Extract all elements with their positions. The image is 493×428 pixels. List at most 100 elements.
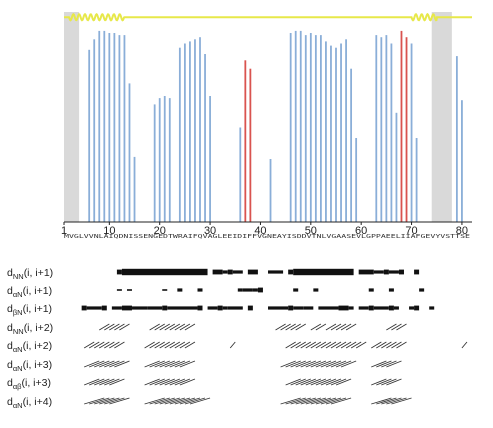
noe-connection — [280, 323, 291, 331]
noe-block — [293, 288, 299, 292]
bar — [400, 30, 403, 223]
noe-connection — [104, 397, 125, 405]
bar — [118, 35, 121, 222]
noe-connection — [340, 360, 357, 368]
noe-label-sub: βN — [13, 308, 23, 317]
noe-block — [217, 305, 223, 311]
noe-connection — [381, 360, 397, 368]
noe-connection — [290, 397, 311, 405]
noe-label-suffix: (i, i+1) — [23, 285, 52, 297]
noe-block — [268, 270, 284, 274]
noe-block — [419, 288, 425, 292]
noe-connection — [169, 323, 181, 331]
noe-block — [373, 306, 389, 310]
bar — [395, 112, 398, 222]
noe-connection — [386, 360, 402, 368]
noe-connection — [310, 378, 327, 386]
noe-label-main: d — [7, 285, 13, 297]
noe-connection — [99, 360, 115, 368]
noe-connection — [83, 378, 100, 386]
noe-connection — [159, 397, 180, 405]
x-tick-label: 10 — [103, 225, 115, 237]
noe-connection — [290, 323, 301, 331]
noe-row-label: dNN(i, i+2) — [7, 322, 53, 336]
noe-connection — [305, 360, 322, 368]
noe-block — [126, 289, 132, 291]
noe-connection — [99, 378, 115, 386]
bar — [345, 39, 347, 222]
bar — [123, 35, 126, 222]
noe-connection — [174, 360, 191, 368]
noe-connection — [149, 323, 160, 331]
noe-block — [116, 289, 122, 291]
noe-connection — [179, 378, 196, 386]
noe-block — [257, 287, 263, 293]
noe-label-sub: αN — [13, 345, 23, 354]
noe-connection — [154, 323, 165, 331]
x-tick-label: 30 — [204, 225, 216, 237]
noe-connection — [164, 397, 186, 405]
bar — [415, 138, 418, 222]
noe-connection — [109, 378, 125, 386]
noe-block — [227, 306, 243, 310]
noe-connection — [381, 341, 392, 349]
noe-connection — [149, 397, 170, 405]
bar — [294, 30, 297, 223]
noe-connection — [396, 341, 407, 349]
noe-connection — [386, 397, 407, 405]
noe-connection — [325, 341, 337, 349]
noe-connection — [144, 341, 155, 349]
noe-block — [293, 306, 304, 310]
noe-connection — [144, 397, 165, 405]
bar — [335, 47, 337, 223]
noe-connection — [94, 397, 115, 405]
noe-connection — [371, 378, 387, 386]
bar — [314, 35, 317, 222]
bar — [380, 37, 383, 223]
noe-block — [222, 306, 228, 310]
noe-connection — [229, 341, 236, 349]
noe-connection — [355, 341, 367, 349]
noe-row: dNN(i, i+2) — [7, 322, 407, 336]
noe-connection — [104, 360, 120, 368]
noe-connection — [144, 378, 160, 386]
x-tick-label: 60 — [355, 225, 367, 237]
bar — [88, 49, 91, 222]
noe-block — [232, 270, 243, 274]
bar-series — [88, 30, 463, 223]
noe-connection — [310, 341, 322, 349]
x-tick-label: 20 — [154, 225, 166, 237]
noe-block — [116, 269, 122, 275]
noe-connection — [114, 360, 130, 368]
bar — [330, 45, 332, 222]
noe-connection — [285, 341, 296, 349]
bar — [113, 33, 116, 222]
noe-label-main: d — [7, 377, 13, 389]
bar — [133, 156, 136, 222]
noe-block — [101, 305, 107, 311]
noe-row: dNN(i, i+1) — [7, 267, 420, 281]
shaded-regions — [64, 12, 452, 222]
noe-connection — [295, 397, 316, 405]
bar — [375, 35, 378, 222]
noe-connection — [88, 341, 100, 349]
shaded-region — [64, 12, 80, 222]
noe-connection — [179, 341, 191, 349]
noe-label-sub: αβ — [13, 382, 22, 391]
noe-block — [132, 306, 148, 310]
noe-label-sub: αN — [13, 401, 23, 410]
bar — [239, 127, 242, 222]
noe-connection — [174, 397, 196, 405]
noe-connection — [371, 360, 387, 368]
noe-block — [111, 306, 122, 310]
noe-connection — [315, 323, 327, 331]
bar — [194, 39, 196, 222]
noe-label-sub: NN — [13, 327, 24, 336]
noe-connection — [371, 397, 392, 405]
noe-connection — [381, 397, 402, 405]
noe-connection — [330, 397, 352, 405]
x-tick-label: 40 — [254, 225, 266, 237]
noe-block — [373, 270, 384, 274]
bar — [163, 96, 166, 222]
